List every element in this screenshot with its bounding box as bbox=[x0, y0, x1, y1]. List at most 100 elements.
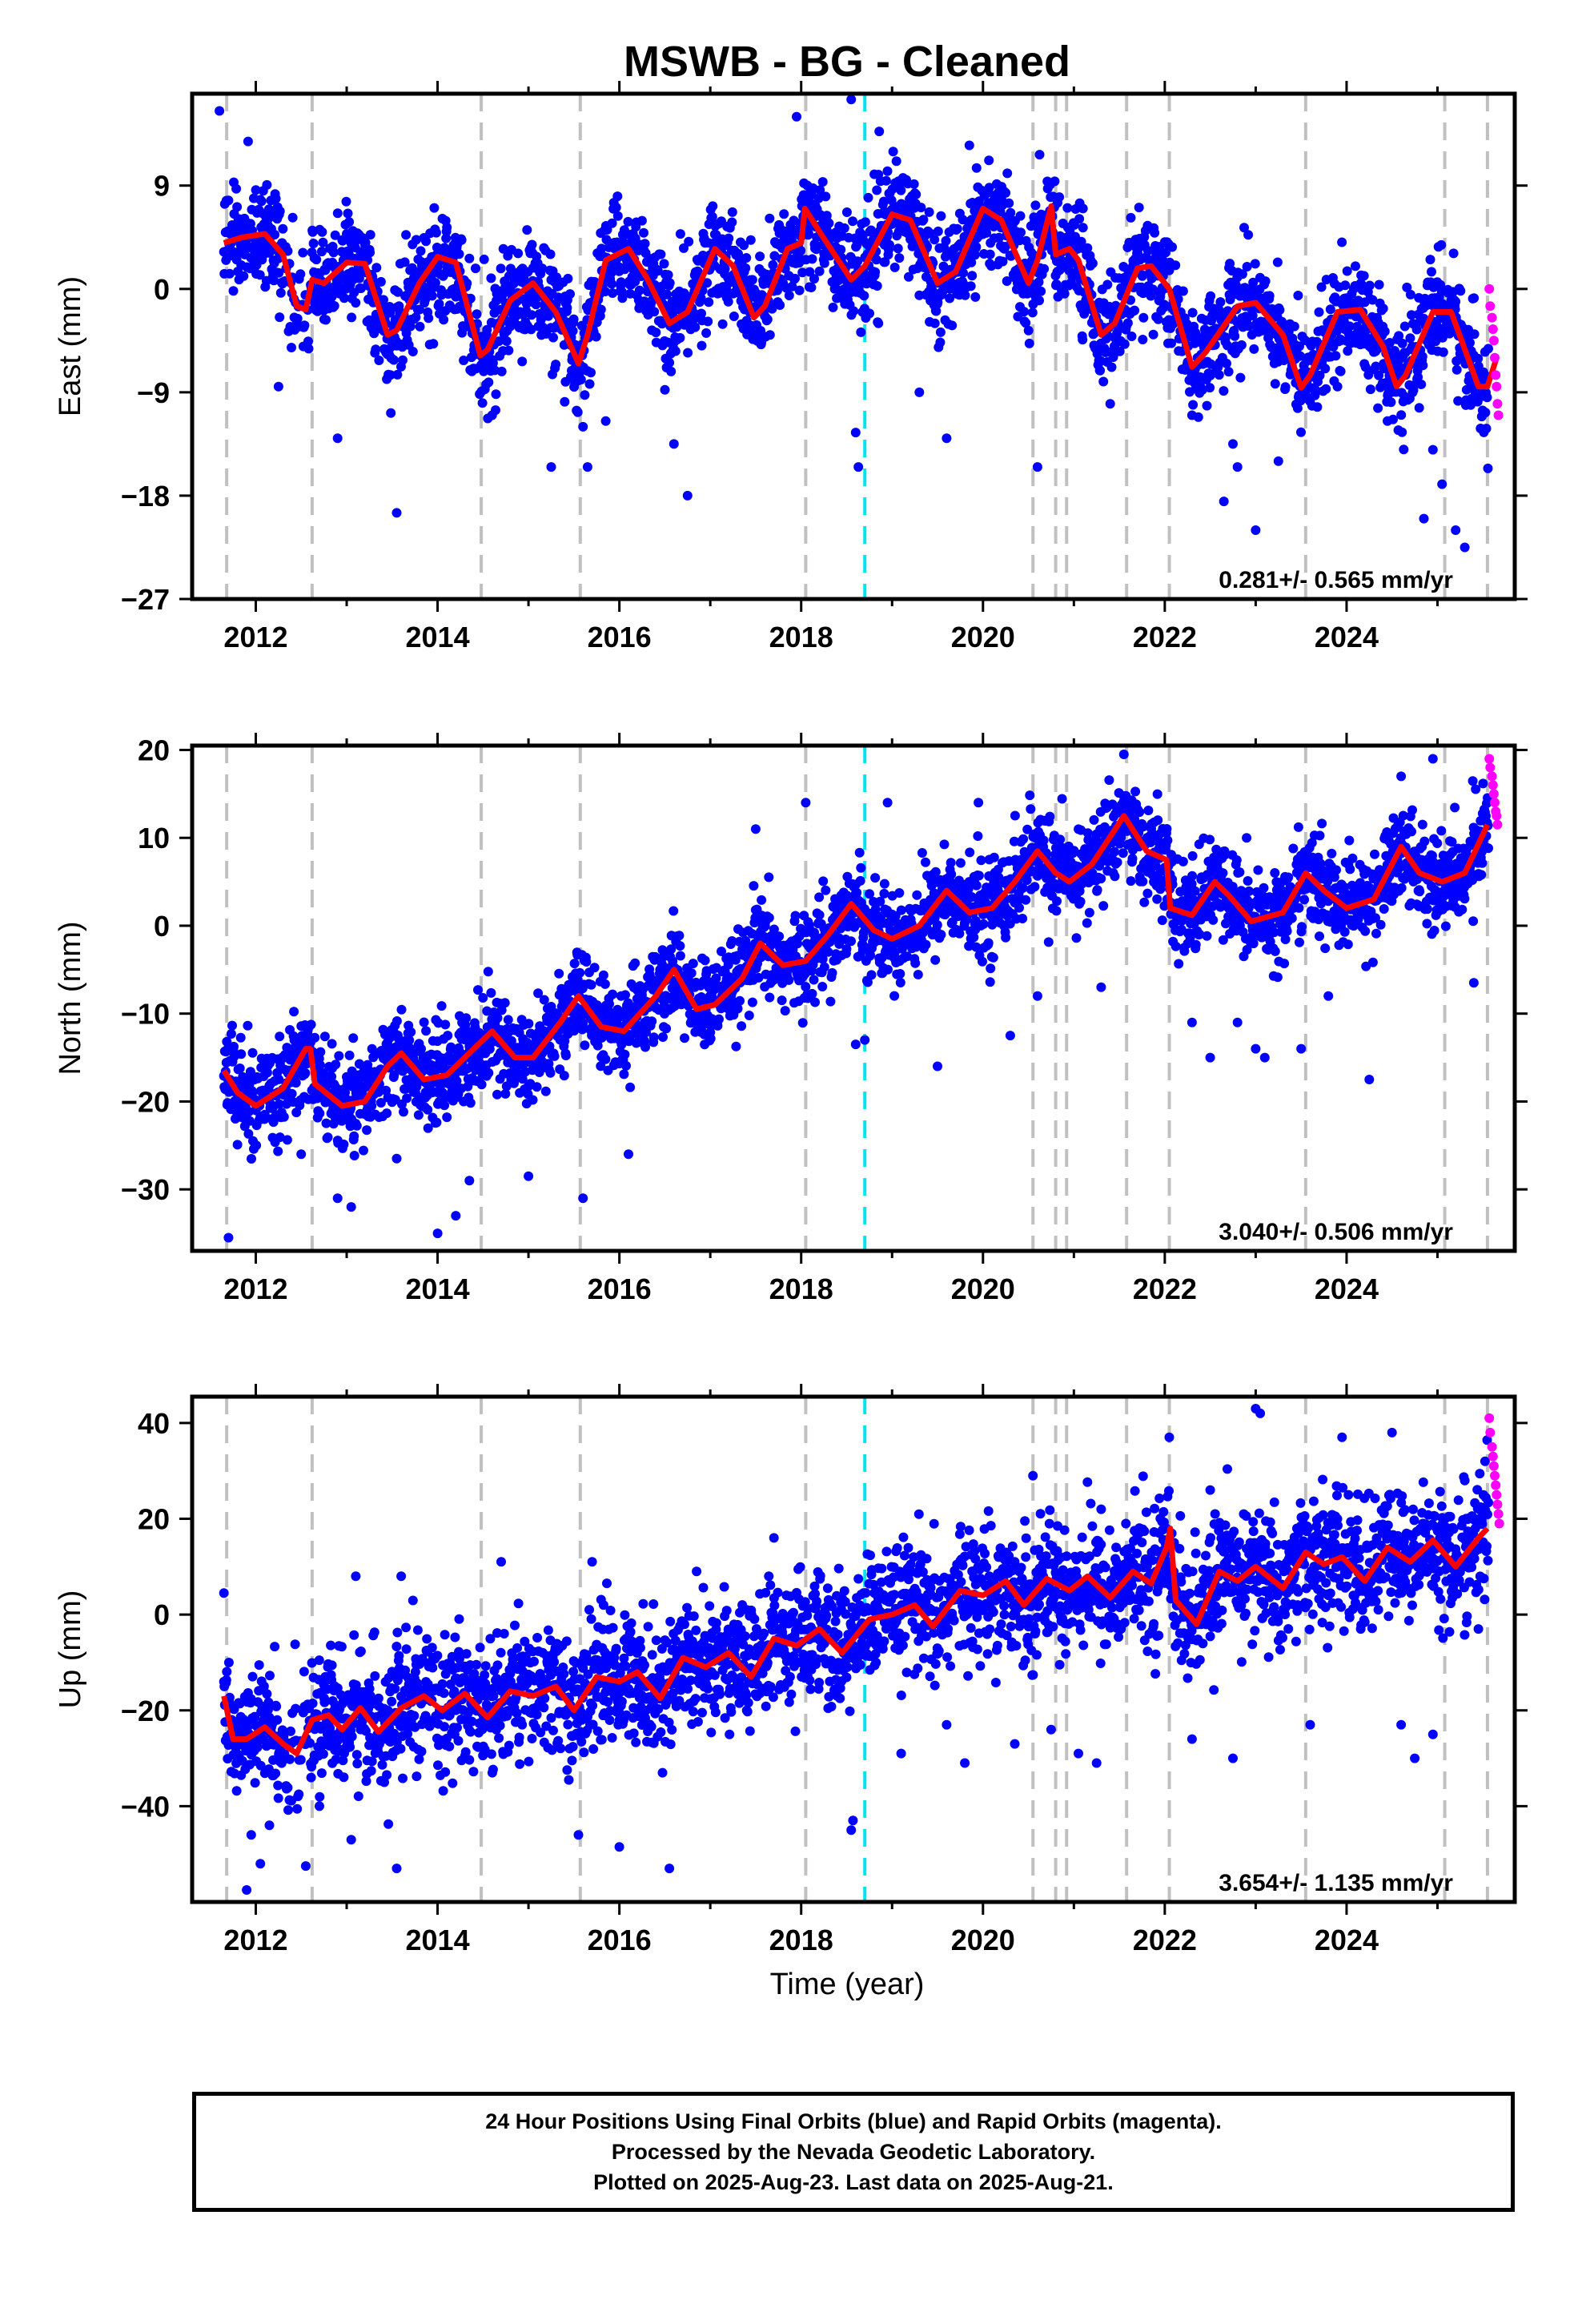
final-orbit-point bbox=[612, 211, 623, 221]
final-orbit-point bbox=[841, 944, 852, 954]
final-orbit-point bbox=[696, 293, 706, 304]
final-orbit-point bbox=[328, 1119, 339, 1129]
final-orbit-point bbox=[1484, 344, 1493, 354]
final-orbit-point bbox=[560, 1036, 570, 1046]
final-orbit-point bbox=[411, 312, 421, 323]
final-orbit-point bbox=[578, 1019, 588, 1028]
final-orbit-point bbox=[1250, 259, 1260, 269]
final-orbit-point bbox=[1248, 277, 1259, 287]
final-orbit-point bbox=[478, 993, 488, 1003]
final-orbit-point bbox=[941, 235, 951, 246]
final-orbit-point bbox=[1272, 257, 1283, 267]
final-orbit-point bbox=[287, 1088, 297, 1099]
final-orbit-point bbox=[496, 1005, 507, 1015]
final-orbit-point bbox=[724, 972, 734, 982]
final-orbit-point bbox=[1293, 291, 1303, 300]
final-orbit-point bbox=[1407, 310, 1416, 320]
final-orbit-point bbox=[839, 223, 849, 233]
final-orbit-point bbox=[429, 203, 440, 213]
final-orbit-point bbox=[291, 1078, 301, 1088]
final-orbit-point bbox=[231, 183, 242, 194]
final-orbit-point bbox=[723, 296, 733, 307]
final-orbit-point bbox=[580, 1040, 590, 1051]
final-orbit-point bbox=[663, 270, 673, 280]
final-orbit-point bbox=[1019, 307, 1030, 317]
final-orbit-point bbox=[935, 337, 946, 348]
final-orbit-point bbox=[717, 947, 726, 956]
final-orbit-point bbox=[503, 1015, 513, 1025]
final-orbit-point bbox=[349, 1151, 359, 1160]
final-orbit-point bbox=[1006, 207, 1016, 218]
final-orbit-point bbox=[985, 249, 995, 259]
final-orbit-point bbox=[1452, 364, 1462, 375]
final-orbit-point bbox=[441, 233, 452, 243]
final-orbit-point bbox=[881, 175, 891, 186]
final-orbit-point bbox=[647, 1016, 657, 1027]
final-orbit-point bbox=[1364, 280, 1375, 291]
final-orbit-point bbox=[259, 1109, 270, 1120]
final-orbit-point bbox=[270, 230, 280, 239]
final-orbit-point bbox=[767, 304, 777, 314]
final-orbit-point bbox=[371, 263, 382, 273]
outlier-point bbox=[391, 508, 402, 518]
final-orbit-point bbox=[355, 283, 366, 293]
final-orbit-point bbox=[874, 127, 885, 137]
final-orbit-point bbox=[602, 224, 612, 235]
final-orbit-point bbox=[1237, 269, 1247, 279]
final-orbit-point bbox=[984, 183, 994, 193]
final-orbit-point bbox=[351, 298, 361, 308]
final-orbit-point bbox=[741, 263, 751, 273]
final-orbit-point bbox=[1292, 403, 1303, 413]
rapid-orbit-point bbox=[1492, 381, 1502, 392]
final-orbit-point bbox=[896, 905, 906, 915]
final-orbit-point bbox=[440, 1093, 450, 1104]
final-orbit-point bbox=[1130, 305, 1140, 316]
final-orbit-point bbox=[477, 398, 488, 408]
final-orbit-point bbox=[1405, 289, 1415, 300]
final-orbit-point bbox=[591, 332, 601, 342]
final-orbit-point bbox=[936, 930, 946, 940]
rapid-orbit-point bbox=[1491, 370, 1501, 380]
final-orbit-point bbox=[801, 982, 811, 992]
final-orbit-point bbox=[226, 1029, 236, 1039]
final-orbit-point bbox=[935, 327, 946, 337]
final-orbit-point bbox=[1481, 424, 1492, 434]
final-orbit-point bbox=[852, 240, 862, 251]
final-orbit-point bbox=[883, 964, 893, 975]
final-orbit-point bbox=[1405, 333, 1415, 344]
final-orbit-point bbox=[818, 876, 829, 887]
final-orbit-point bbox=[608, 989, 618, 999]
final-orbit-point bbox=[775, 300, 785, 310]
final-orbit-point bbox=[764, 913, 774, 923]
final-orbit-point bbox=[1397, 427, 1407, 437]
final-orbit-point bbox=[428, 339, 439, 349]
final-orbit-point bbox=[432, 1117, 442, 1128]
final-orbit-point bbox=[321, 315, 331, 325]
final-orbit-point bbox=[735, 995, 745, 1006]
rapid-orbit-point bbox=[1488, 336, 1499, 346]
outlier-point bbox=[582, 462, 592, 472]
final-orbit-point bbox=[1320, 364, 1331, 374]
final-orbit-point bbox=[616, 277, 626, 287]
final-orbit-point bbox=[889, 991, 900, 1001]
final-orbit-point bbox=[360, 238, 371, 247]
final-orbit-point bbox=[895, 969, 905, 979]
final-orbit-point bbox=[1134, 203, 1144, 213]
final-orbit-point bbox=[796, 246, 806, 255]
final-orbit-point bbox=[436, 1001, 447, 1011]
rapid-orbit-points bbox=[1484, 283, 1504, 420]
final-orbit-point bbox=[488, 358, 498, 368]
final-orbit-point bbox=[1059, 288, 1070, 299]
final-orbit-point bbox=[971, 242, 982, 252]
final-orbit-point bbox=[278, 223, 288, 234]
final-orbit-point bbox=[896, 199, 906, 209]
final-orbit-point bbox=[882, 166, 893, 176]
final-orbit-point bbox=[1427, 267, 1436, 277]
final-orbit-point bbox=[649, 307, 660, 317]
final-orbit-point bbox=[741, 253, 752, 263]
final-orbit-point bbox=[1399, 444, 1409, 455]
final-orbit-point bbox=[464, 253, 475, 263]
final-orbit-point bbox=[604, 999, 614, 1009]
final-orbit-point bbox=[809, 274, 819, 284]
final-orbit-point bbox=[1342, 266, 1352, 276]
